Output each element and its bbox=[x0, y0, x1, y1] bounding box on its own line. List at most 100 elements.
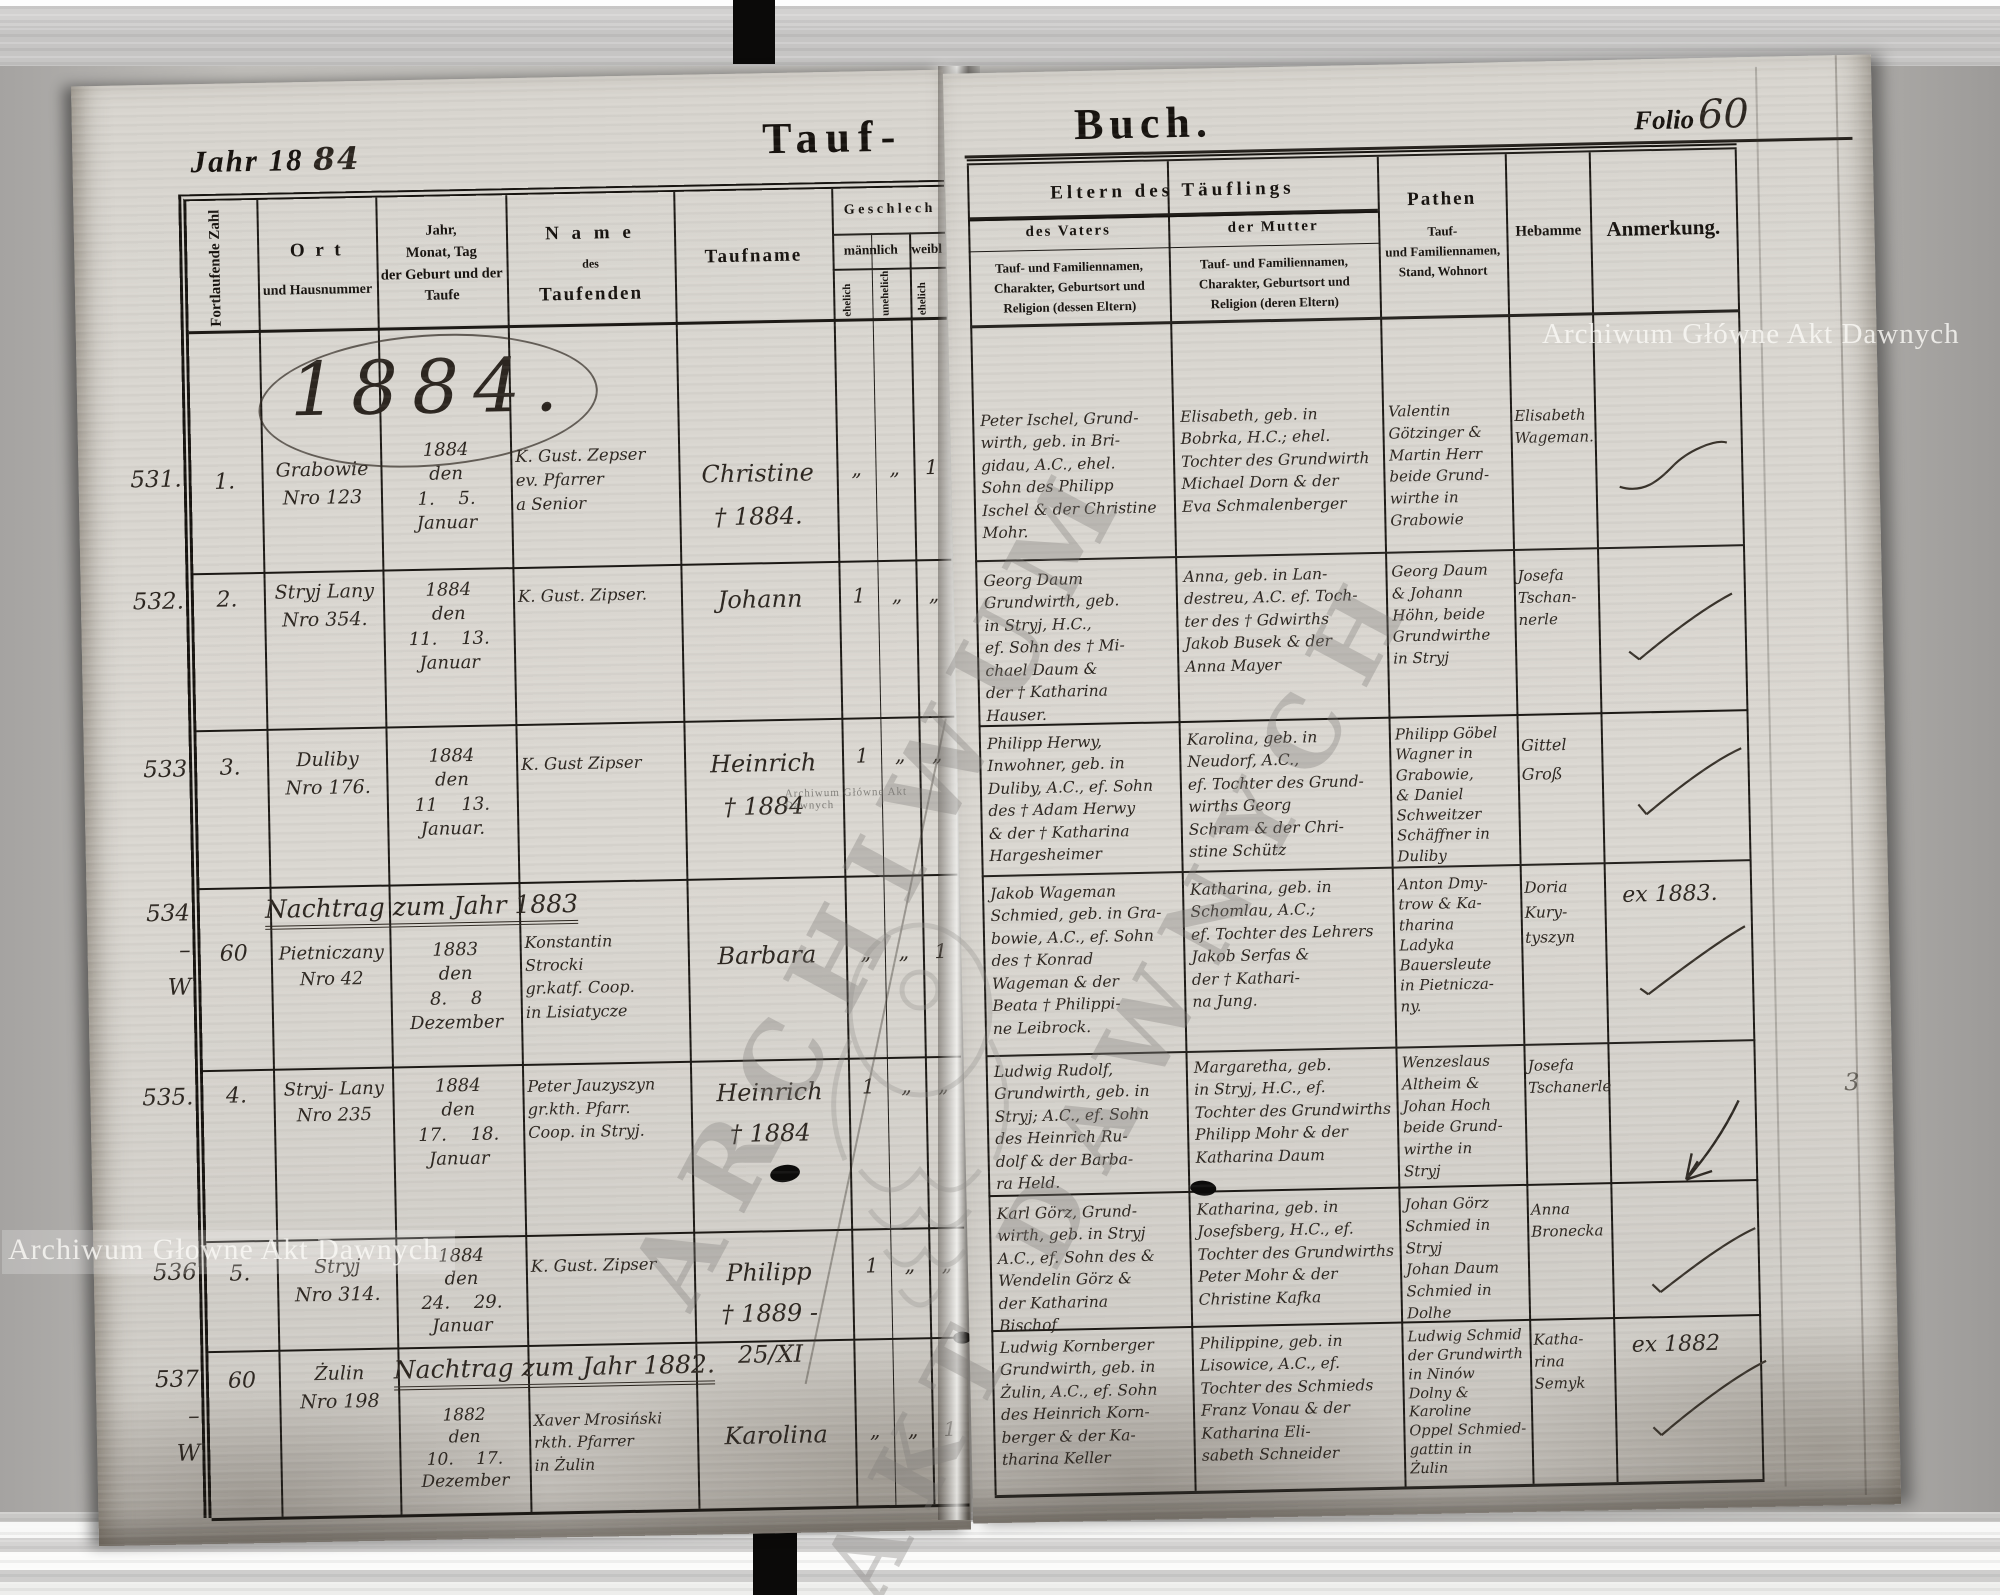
book-title-left: Tauf- bbox=[761, 111, 904, 164]
check-flourish bbox=[1652, 1359, 1767, 1436]
margin-number: 534 – W bbox=[145, 900, 192, 1001]
row-line bbox=[981, 859, 1752, 878]
entry-mutter: Karolina, geb. in Neudorf, A.C., ef. Toc… bbox=[1186, 728, 1364, 862]
column-line bbox=[505, 195, 533, 1512]
entry-taufender: K. Gust. Zepser ev. Pfarrer a Senior bbox=[515, 444, 646, 514]
header-taufender-line2: des bbox=[582, 255, 600, 271]
right-page: Buch. Folio 60 bbox=[942, 54, 1902, 1524]
header-ehelich: ehelich bbox=[840, 283, 854, 317]
entry-ort: Żulin Nro 198 bbox=[299, 1362, 380, 1413]
entry-datum: 1884 den 17. 18. Januar bbox=[418, 1074, 500, 1170]
binding-mark-top bbox=[733, 0, 775, 64]
header-ort-line2: und Hausnummer bbox=[262, 281, 373, 299]
column-line bbox=[673, 191, 701, 1509]
header-mutter-desc: Tauf- und Familiennamen, Charakter, Gebu… bbox=[1198, 253, 1350, 312]
entry-datum: 1884 den 11. 13. Januar bbox=[408, 578, 490, 674]
entry-pathen: Georg Daum & Johann Höhn, beide Grundwir… bbox=[1391, 560, 1491, 668]
row-line bbox=[188, 316, 947, 335]
entry-hebamme: Gittel Groß bbox=[1520, 734, 1567, 784]
header-maennlich: männlich bbox=[843, 241, 898, 258]
entry-nr: 3. bbox=[219, 755, 241, 781]
entry-ort: Duliby Nro 176. bbox=[285, 748, 372, 800]
mark-maennlich-ehelich: „ bbox=[869, 1418, 881, 1443]
entry-vater: Peter Ischel, Grund- wirth, geb. in Bri-… bbox=[980, 408, 1157, 543]
margin-number: 537 – W bbox=[154, 1366, 201, 1467]
row-line bbox=[985, 1039, 1756, 1058]
margin-number: 533 bbox=[143, 756, 188, 784]
check-flourish bbox=[1651, 1227, 1756, 1293]
eltern-subline bbox=[968, 242, 1379, 253]
row-line bbox=[975, 544, 1745, 563]
mark-maennlich-unehelich: „ bbox=[894, 742, 906, 767]
entry-ort: Stryj Nro 314. bbox=[294, 1255, 381, 1306]
arrow-flourish bbox=[1685, 1099, 1740, 1181]
book-title-right: Buch. bbox=[1073, 97, 1214, 150]
column-line bbox=[256, 199, 284, 1517]
fold-line bbox=[1754, 66, 1787, 1487]
check-flourish bbox=[1628, 592, 1733, 661]
right-table: Eltern des Täuflings des Vaters der Mutt… bbox=[966, 143, 1767, 1499]
nachtrag-heading: Nachtrag zum Jahr 1883 bbox=[264, 884, 666, 930]
column-line bbox=[1734, 149, 1765, 1480]
nachtrag-text: Nachtrag zum Jahr 1883 bbox=[264, 888, 579, 930]
entry-vater: Philipp Herwy, Inwohner, geb. in Duliby,… bbox=[986, 732, 1154, 866]
eagle-watermark bbox=[831, 922, 1009, 1308]
entry-hebamme: Katha- rina Semyk bbox=[1533, 1329, 1586, 1393]
year-label: Jahr 18 84 bbox=[190, 141, 361, 180]
entry-vater: Ludwig Kornberger Grundwirth, geb. in Żu… bbox=[999, 1335, 1158, 1470]
entry-taufender: K. Gust. Zipser. bbox=[517, 584, 648, 607]
entry-pathen: Johan Görz Schmied in Stryj Johan Daum S… bbox=[1404, 1193, 1500, 1323]
geschlecht-subline bbox=[832, 231, 946, 236]
header-ort-line1: O r t bbox=[289, 239, 344, 262]
entry-hebamme: Doria Kury- tyszyn bbox=[1523, 877, 1576, 947]
row-line bbox=[970, 309, 1741, 329]
header-ort: O r t und Hausnummer bbox=[257, 236, 377, 302]
pencil-note: 3 bbox=[1843, 1067, 1860, 1097]
entry-mutter: Philippine, geb. in Lisowice, A.C., ef. … bbox=[1199, 1331, 1374, 1466]
header-hebamme: Hebamme bbox=[1515, 222, 1582, 240]
folio-number: 60 bbox=[1697, 91, 1750, 139]
mark-maennlich-ehelich: 1 bbox=[855, 743, 869, 768]
header-taufname: Taufname bbox=[704, 244, 803, 268]
entry-datum: 1884 den 24. 29. Januar bbox=[421, 1244, 503, 1337]
row-line bbox=[988, 1179, 1759, 1198]
nachtrag-heading: Nachtrag zum Jahr 1882. bbox=[393, 1344, 814, 1391]
folio-label: Folio bbox=[1633, 104, 1695, 136]
entry-datum: 1884 den 1. 5. Januar bbox=[416, 438, 478, 534]
entry-hebamme: Josefa Tschan- nerle bbox=[1517, 565, 1577, 629]
fold-line bbox=[1834, 55, 1867, 1495]
header-pathen-desc: Tauf- und Familiennamen, Stand, Wohnort bbox=[1385, 223, 1501, 280]
scan-top-band bbox=[0, 0, 2000, 66]
margin-number: 531. bbox=[130, 466, 182, 494]
watermark-small-center: Archiwum Główne Akt Dawnych bbox=[784, 785, 908, 812]
entry-nr: 60 bbox=[219, 941, 248, 967]
header-fortlaufende-zahl: Fortlaufende Zahl bbox=[206, 209, 225, 327]
check-flourish bbox=[1637, 747, 1742, 816]
entry-taufender: Xaver Mrosiński rkth. Pfarrer in Żulin bbox=[533, 1409, 663, 1475]
title-rule bbox=[964, 136, 1853, 159]
column-line bbox=[375, 197, 403, 1515]
header-vater: des Vaters bbox=[1025, 222, 1112, 241]
entry-pathen: Ludwig Schmid der Grundwirth in Ninów Do… bbox=[1407, 1327, 1527, 1478]
entry-nr: 60 bbox=[227, 1368, 257, 1394]
entry-pathen: Valentin Götzinger & Martin Herr beide G… bbox=[1387, 401, 1490, 530]
entry-mutter: Katharina, geb. in Josefsberg, H.C., ef.… bbox=[1196, 1197, 1395, 1309]
header-pathen: Pathen bbox=[1406, 187, 1477, 211]
entry-ort: Grabowie Nro 123 bbox=[275, 457, 369, 510]
ink-blob bbox=[1189, 1179, 1217, 1197]
column-line bbox=[1376, 156, 1407, 1487]
check-flourish bbox=[1639, 925, 1746, 996]
entry-vater: Georg Daum Grundwirth, geb. in Stryj, H.… bbox=[983, 570, 1125, 725]
column-line bbox=[1504, 154, 1535, 1484]
row-line bbox=[211, 1503, 970, 1522]
check-flourish bbox=[1619, 440, 1728, 490]
year-heading: 1884. bbox=[289, 341, 573, 434]
entry-taufender: Peter Jauzyszyn gr.kth. Pfarr. Coop. in … bbox=[527, 1074, 656, 1143]
header-mutter: der Mutter bbox=[1227, 218, 1319, 236]
header-taufender-line3: Taufenden bbox=[539, 282, 644, 306]
header-eltern: Eltern des Täuflings bbox=[1050, 177, 1295, 204]
entry-taufender: Konstantin Strocki gr.katf. Coop. in Lis… bbox=[524, 931, 635, 1022]
entry-taufname: Karolina bbox=[724, 1420, 828, 1451]
entry-hebamme: Anna Bronecka bbox=[1530, 1199, 1604, 1241]
